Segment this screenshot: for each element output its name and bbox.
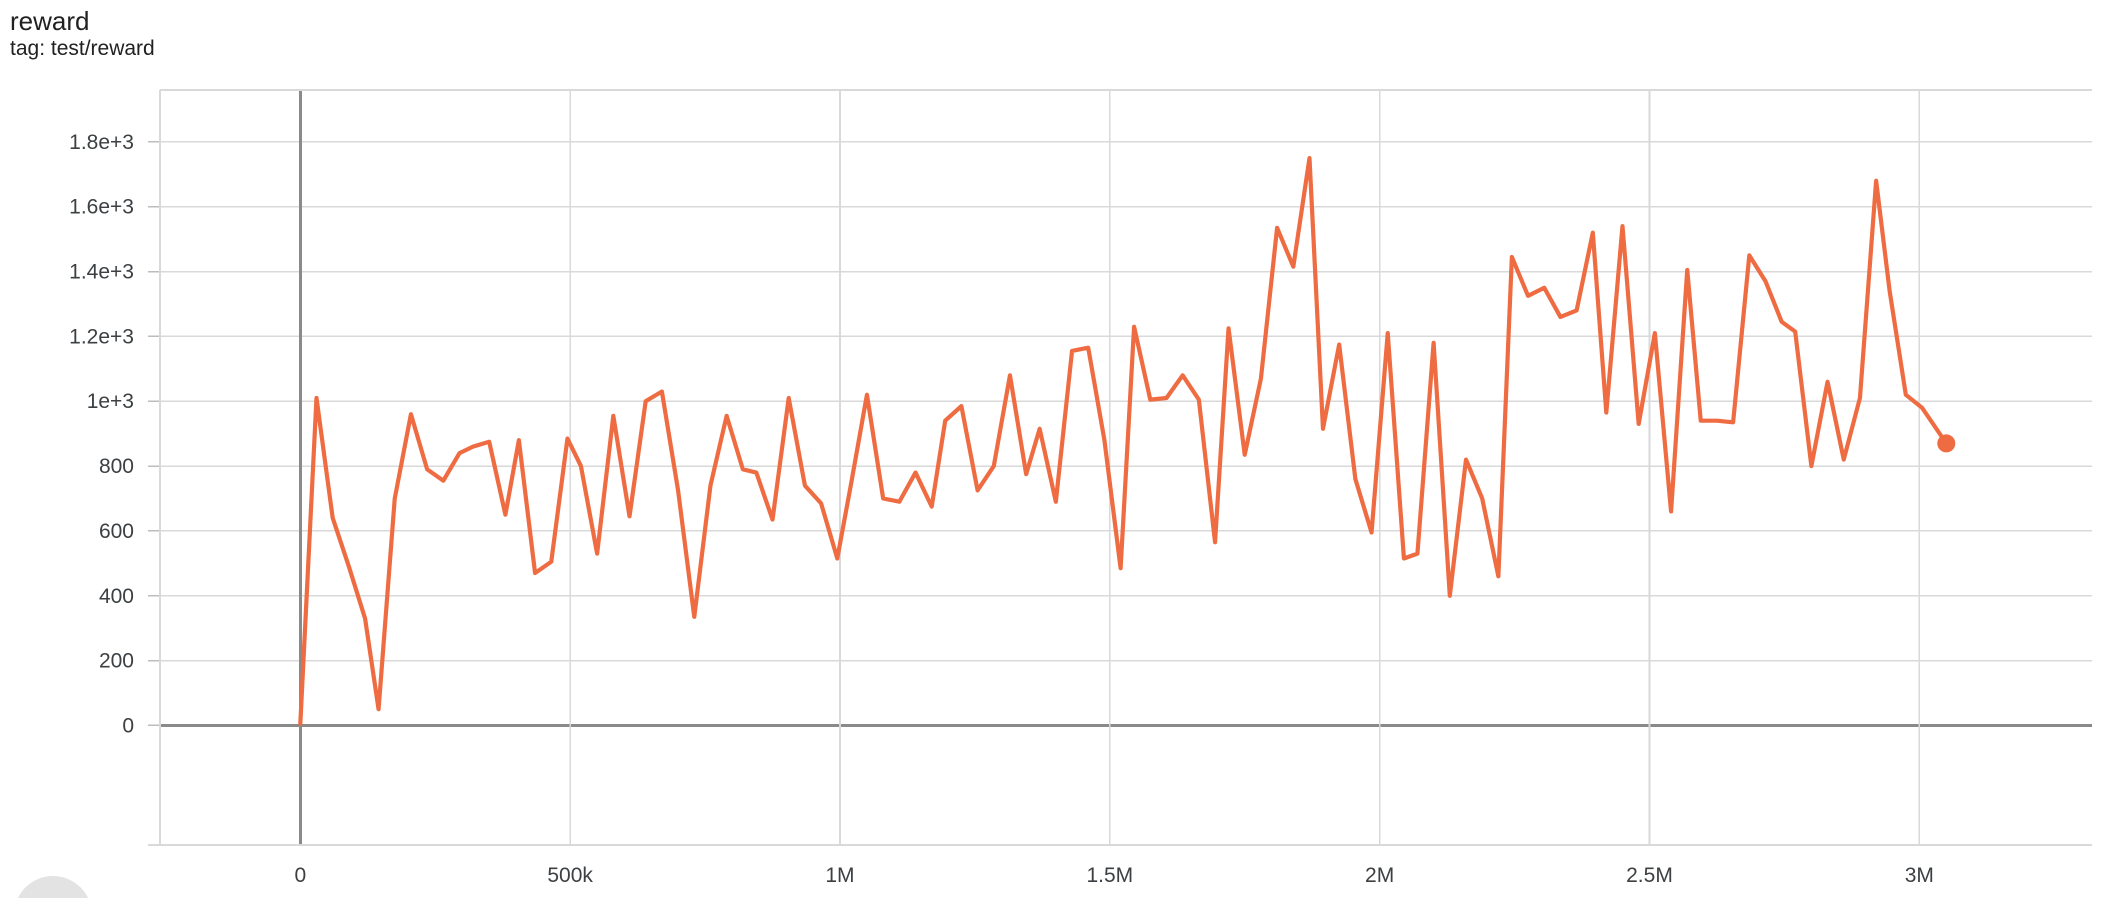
y-axis-tick-label: 1.2e+3 [69,325,134,348]
series-line-test-reward[interactable] [298,155,1949,726]
y-axis-tick-label: 600 [99,520,134,543]
x-axis-tick-label: 1M [825,864,854,887]
chart-tag-label: tag: test/reward [10,37,155,60]
x-axis-tick-label: 1.5M [1086,864,1133,887]
chart-header: reward tag: test/reward [10,6,155,61]
y-axis-tick-label: 1e+3 [87,390,134,413]
y-axis-tick-label: 0 [122,714,134,737]
y-axis-tick-label: 1.8e+3 [69,131,134,154]
y-axis-tick-label: 800 [99,455,134,478]
x-axis-tick-label: 2.5M [1626,864,1673,887]
page-title: reward [10,6,90,36]
x-axis-tick-label: 2M [1365,864,1394,887]
y-axis-tick-label: 1.4e+3 [69,261,134,284]
x-axis-tick-label: 500k [547,864,593,887]
x-axis-tick-label: 0 [294,864,306,887]
x-axis-tick-label: 3M [1905,864,1934,887]
y-axis-tick-label: 400 [99,585,134,608]
series-endpoint-marker[interactable] [1937,434,1956,453]
y-axis-tick-label: 1.6e+3 [69,196,134,219]
y-axis-tick-label: 200 [99,650,134,673]
